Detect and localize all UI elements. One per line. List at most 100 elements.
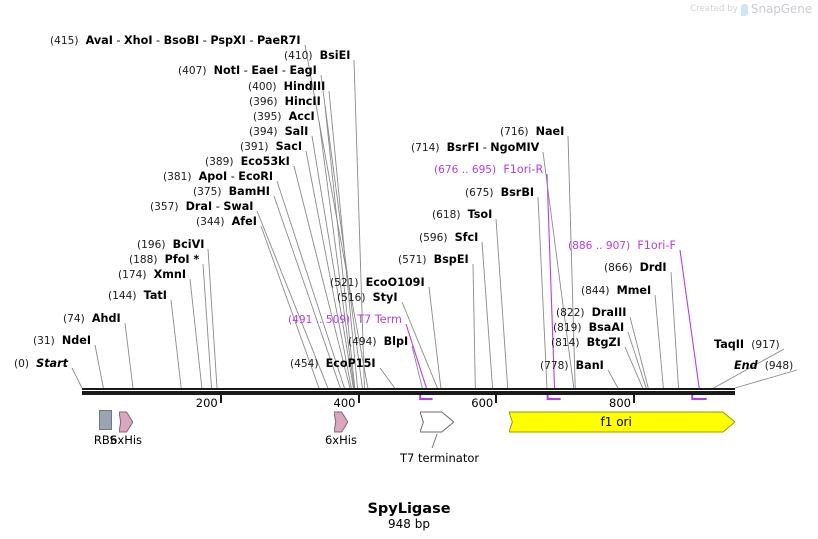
leader-line (495, 218, 509, 389)
site-name-group: DraIII (592, 306, 627, 319)
site-label-mmei[interactable]: (844) MmeI (581, 284, 652, 298)
site-label-taqii[interactable]: TaqII (917) (714, 338, 780, 352)
site-label-drdi[interactable]: (866) DrdI (604, 262, 667, 275)
site-label-hindiii[interactable]: (400) HindIII (248, 81, 325, 94)
site-label-xmni[interactable]: (174) XmnI (118, 268, 187, 282)
site-label-ahdi[interactable]: (74) AhdI (63, 312, 121, 326)
site-name-group: F1ori-R (503, 163, 543, 176)
site-label-tsoi[interactable]: (618) TsoI (432, 209, 492, 222)
site-label-afei[interactable]: (344) AfeI (196, 216, 257, 229)
site-name: NaeI (535, 125, 565, 138)
primer-bracket[interactable] (419, 395, 433, 400)
site-label-bspei[interactable]: (571) BspEI (398, 254, 469, 267)
snapgene-watermark: Created by SnapGene (690, 2, 812, 16)
site-name-separator: - (112, 34, 125, 47)
site-name-group: BsiEI (320, 49, 351, 62)
site-label-btgzi[interactable]: (814) BtgZI (551, 336, 621, 350)
feature-f1-ori[interactable] (508, 410, 736, 434)
site-label-t7term[interactable]: (491 .. 509) T7 Term (288, 314, 402, 327)
site-label-hincii[interactable]: (396) HincII (249, 95, 321, 109)
site-name: Start (36, 357, 68, 370)
primer-bracket[interactable] (546, 395, 561, 400)
site-label-sfci[interactable]: (596) SfcI (419, 231, 479, 245)
site-label-avai[interactable]: (415) AvaI - XhoI - BsoBI - PspXI - PaeR… (50, 34, 301, 48)
site-position: (491 .. 509) (288, 314, 351, 326)
site-name: BciVI (172, 238, 205, 251)
feature-t7-terminator[interactable] (419, 410, 455, 434)
site-position: (395) (253, 111, 282, 123)
site-label-pfoi[interactable]: (188) PfoI * (129, 253, 200, 267)
site-label-apoi[interactable]: (381) ApoI - EcoRI (163, 171, 273, 184)
site-position: (375) (193, 186, 222, 198)
ruler-tick (633, 395, 636, 403)
site-label-styi[interactable]: (516) StyI (337, 291, 398, 305)
site-label-sali[interactable]: (394) SalI (249, 126, 308, 139)
feature-arrow-shape (118, 411, 134, 433)
site-label-bani[interactable]: (778) BanI (540, 359, 604, 373)
site-position: (778) (540, 360, 569, 372)
leader-line (379, 367, 396, 389)
site-name: TaqII (714, 338, 745, 351)
site-label-bsiei[interactable]: (410) BsiEI (284, 49, 351, 63)
site-name-group: StyI (373, 291, 398, 304)
primer-bracket[interactable] (691, 395, 707, 400)
site-label-f1orir[interactable]: (676 .. 695) F1ori-R (434, 163, 543, 177)
site-name-group: End (734, 359, 758, 372)
site-name: MmeI (616, 284, 652, 297)
site-position: (389) (205, 156, 234, 168)
ruler-tick (495, 395, 498, 403)
leader-line (428, 286, 442, 389)
site-position: (716) (500, 126, 529, 138)
site-name: NotI (213, 64, 241, 77)
site-label-ndei[interactable]: (31) NdeI (33, 335, 91, 348)
site-label-ecoo109i[interactable]: (521) EcoO109I (330, 277, 425, 290)
site-label-start[interactable]: (0) Start (14, 357, 68, 371)
leader-line (546, 173, 556, 389)
feature-6xhis-c[interactable] (333, 410, 349, 434)
site-name: SfcI (454, 231, 479, 244)
leader-line (207, 248, 218, 389)
site-name-group: AhdI (92, 312, 121, 325)
site-label-ecop15i[interactable]: (454) EcoP15I (290, 357, 376, 371)
site-label-acci[interactable]: (395) AccI (253, 111, 315, 124)
site-label-eco53ki[interactable]: (389) Eco53kI (205, 156, 290, 169)
feature-label-6xhis-c: 6xHis (324, 433, 357, 447)
site-label-bsrfi[interactable]: (714) BsrFI - NgoMIV (411, 142, 539, 155)
site-label-bsrbi[interactable]: (675) BsrBI (465, 187, 534, 200)
site-label-bamhi[interactable]: (375) BamHI (193, 186, 270, 199)
site-label-bcivi[interactable]: (196) BciVI (137, 238, 205, 252)
leader-line (679, 249, 700, 389)
site-position: (407) (178, 65, 207, 77)
site-position: (410) (284, 50, 313, 62)
site-label-end[interactable]: End (948) (734, 359, 793, 373)
site-name: XhoI (124, 34, 153, 47)
site-name-group: TaqII (714, 338, 744, 351)
site-label-blpi[interactable]: (494) BlpI (348, 336, 408, 349)
site-position: (866) (604, 262, 633, 274)
site-name: XmnI (153, 268, 187, 281)
site-label-drai[interactable]: (357) DraI - SwaI (150, 200, 253, 214)
site-name: PfoI * (164, 253, 200, 266)
site-name: BanI (575, 359, 604, 372)
site-label-noti[interactable]: (407) NotI - EaeI - EagI (178, 64, 317, 78)
site-label-bsaai[interactable]: (819) BsaAI (553, 322, 624, 335)
site-label-naei[interactable]: (716) NaeI (500, 125, 565, 139)
site-position: (917) (751, 339, 780, 351)
site-position: (814) (551, 337, 580, 349)
site-label-tati[interactable]: (144) TatI (108, 290, 167, 303)
site-label-draiii[interactable]: (822) DraIII (556, 306, 627, 320)
site-name-group: BtgZI (587, 336, 621, 349)
site-name-separator: - (152, 34, 164, 47)
feature-6xhis-n[interactable] (118, 410, 134, 434)
site-label-f1orif[interactable]: (886 .. 907) F1ori-F (568, 240, 676, 253)
site-name-separator: - (212, 200, 224, 213)
leader-line (94, 344, 104, 389)
site-name-group: SacI (276, 140, 302, 153)
site-name: EcoP15I (325, 357, 376, 370)
feature-rbs[interactable] (98, 410, 113, 430)
site-name: PaeR7I (257, 34, 301, 47)
site-label-saci[interactable]: (391) SacI (240, 140, 302, 154)
site-name-group: HincII (285, 95, 321, 108)
site-name-separator: - (278, 64, 290, 77)
